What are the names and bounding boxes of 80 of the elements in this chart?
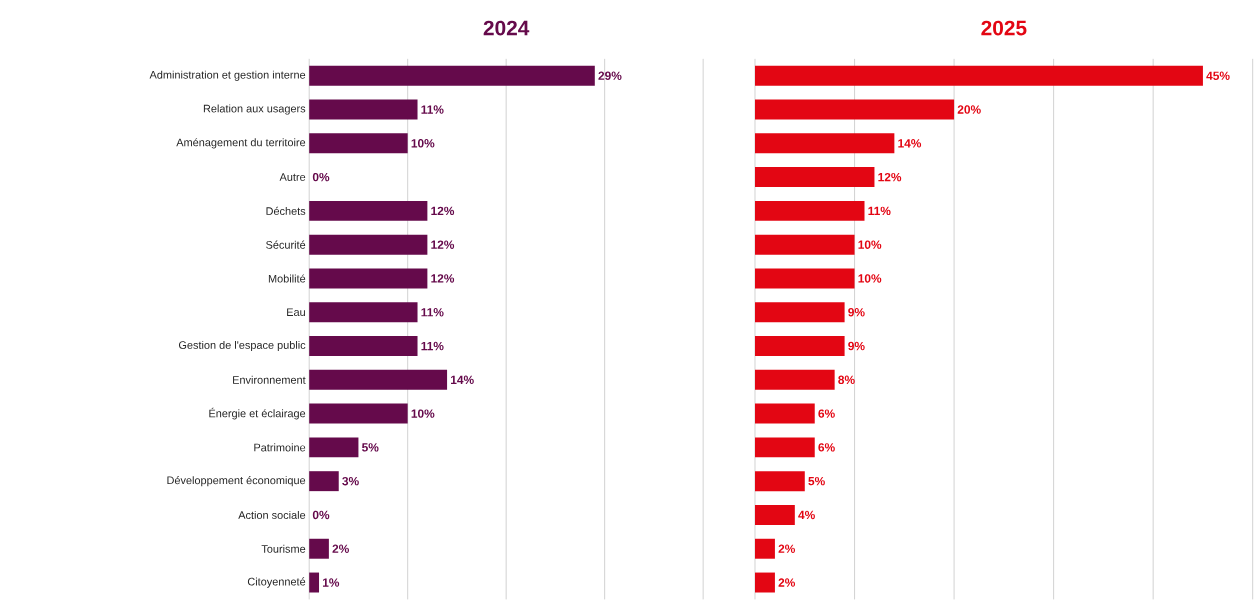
bar: [755, 335, 845, 356]
data-label: 11%: [421, 341, 444, 351]
chart-title: 2025: [981, 20, 1027, 36]
data-label: 0%: [312, 510, 330, 520]
chart-title: 2024: [483, 20, 530, 36]
data-label: 10%: [411, 138, 435, 148]
bar: [755, 538, 775, 559]
data-label: 11%: [421, 105, 444, 114]
bar: [755, 302, 845, 323]
y-tick-label: Citoyenneté: [247, 577, 306, 588]
bar: [755, 167, 875, 187]
bar: [309, 234, 428, 255]
y-tick-label: Énergie et éclairage: [209, 407, 306, 420]
data-label: 11%: [421, 307, 444, 317]
data-label: 5%: [808, 476, 825, 486]
bar: [309, 403, 408, 424]
bar: [755, 471, 805, 492]
y-tick-label: Action sociale: [238, 510, 306, 519]
data-label: 14%: [451, 375, 474, 384]
data-label: 29%: [598, 71, 622, 80]
bar: [755, 133, 895, 154]
data-label: 8%: [838, 375, 855, 384]
bar: [755, 268, 855, 289]
y-tick-label: Mobilité: [268, 274, 306, 283]
y-tick-label: Tourisme: [261, 544, 306, 553]
y-tick-label: Relation aux usagers: [203, 104, 306, 115]
data-label: 5%: [362, 443, 379, 452]
y-tick-label: Aménagement du territoire: [176, 138, 306, 149]
bar: [755, 65, 1203, 86]
bar: [755, 504, 795, 525]
data-label: 9%: [848, 307, 865, 317]
data-label: 6%: [818, 409, 835, 418]
bar: [309, 335, 418, 356]
y-tick-label: Déchets: [266, 206, 306, 215]
y-tick-label: Patrimoine: [254, 443, 306, 452]
bar: [309, 133, 408, 154]
data-label: 12%: [431, 274, 455, 283]
data-label: 6%: [818, 443, 835, 452]
data-label: 14%: [898, 139, 922, 148]
y-tick-label: Sécurité: [266, 240, 306, 249]
bar: [309, 99, 418, 120]
bar: [309, 369, 448, 390]
bar: [309, 65, 595, 86]
data-label: 12%: [431, 240, 455, 249]
bar: [755, 234, 855, 255]
data-label: 12%: [878, 172, 902, 182]
data-label: 9%: [848, 341, 865, 351]
bar: [309, 302, 418, 323]
bar: [755, 403, 815, 424]
y-tick-label: Gestion de l'espace public: [178, 340, 306, 351]
bar: [755, 369, 835, 390]
bar: [309, 572, 320, 593]
data-label: 12%: [431, 206, 455, 215]
data-label: 1%: [322, 578, 340, 587]
data-label: 11%: [868, 206, 891, 215]
y-tick-label: Environnement: [233, 375, 306, 384]
bar: [755, 572, 775, 593]
data-label: 10%: [411, 409, 435, 418]
y-tick-label: Autre: [279, 173, 306, 181]
data-label: 4%: [798, 510, 815, 520]
data-label: 2%: [332, 544, 349, 553]
bar: [309, 538, 329, 559]
y-tick-label: Administration et gestion interne: [149, 70, 306, 81]
data-label: 10%: [858, 240, 882, 249]
data-label: 0%: [312, 172, 330, 182]
bar: [309, 471, 339, 492]
data-label: 20%: [957, 105, 981, 114]
data-label: 2%: [778, 578, 796, 587]
data-label: 2%: [778, 544, 796, 553]
data-label: 10%: [858, 274, 882, 283]
y-tick-label: Développement économique: [167, 475, 306, 487]
bar: [755, 200, 865, 221]
y-tick-label: Eau: [287, 308, 305, 316]
bar: [309, 268, 428, 289]
bar: [309, 437, 359, 458]
bar: [755, 437, 815, 458]
bar: [309, 200, 428, 221]
bar: [755, 99, 955, 120]
data-label: 3%: [342, 476, 359, 486]
data-label: 45%: [1206, 71, 1230, 80]
